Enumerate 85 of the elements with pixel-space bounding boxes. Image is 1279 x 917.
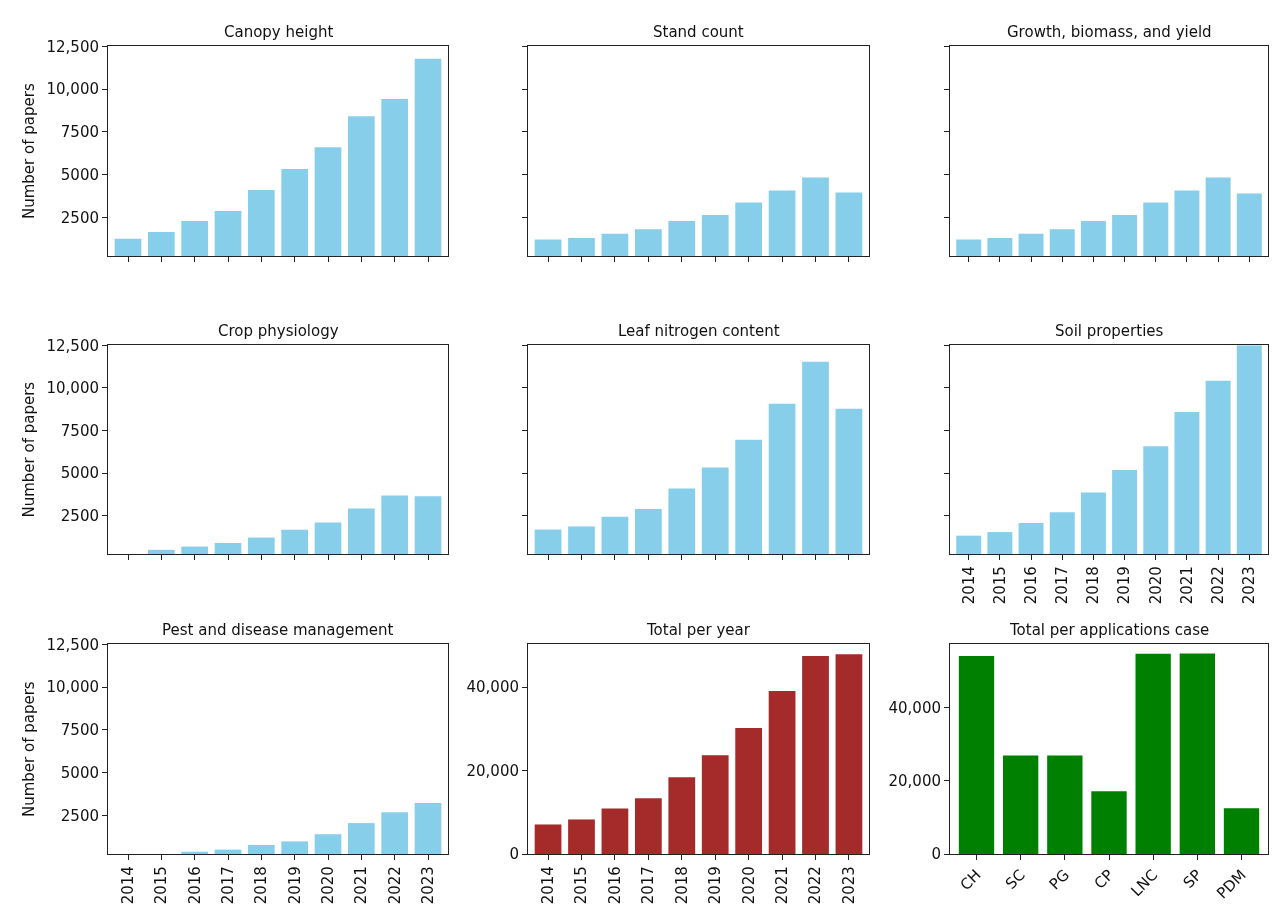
x-tick-label: 2014 bbox=[959, 566, 978, 605]
bar bbox=[601, 808, 629, 855]
y-tick-label: 10,000 bbox=[46, 678, 99, 697]
bar bbox=[534, 824, 562, 855]
x-tick-label: 2018 bbox=[672, 866, 691, 905]
x-tick-label: 2020 bbox=[739, 866, 758, 905]
x-tick-label: 2015 bbox=[152, 866, 171, 905]
x-tick-label: 2023 bbox=[1240, 566, 1259, 605]
x-tick-label: 2016 bbox=[1021, 566, 1040, 605]
y-tick-label: 10,000 bbox=[46, 80, 99, 99]
chart-title: Growth, biomass, and yield bbox=[1007, 23, 1212, 41]
y-tick-label: 12,500 bbox=[46, 336, 99, 355]
y-tick-label: 5000 bbox=[60, 763, 99, 782]
x-tick-label: 2022 bbox=[806, 866, 825, 905]
y-tick-label: 2500 bbox=[60, 208, 99, 227]
x-tick-label: 2017 bbox=[1053, 566, 1072, 605]
y-tick-label: 2500 bbox=[60, 506, 99, 525]
bar bbox=[1047, 755, 1083, 855]
x-tick-label: 2019 bbox=[706, 866, 725, 905]
bar bbox=[1091, 791, 1127, 855]
y-tick-label: 20,000 bbox=[466, 761, 519, 780]
x-tick-label: CP bbox=[1090, 865, 1118, 893]
y-tick-label: 40,000 bbox=[466, 678, 519, 697]
bar bbox=[835, 654, 863, 855]
x-tick-label: 2014 bbox=[538, 866, 557, 905]
x-tick-label: SC bbox=[1001, 865, 1029, 893]
x-tick-label: 2021 bbox=[1177, 566, 1196, 605]
x-tick-label: 2014 bbox=[118, 866, 137, 905]
bar bbox=[735, 728, 763, 855]
x-tick-label: SP bbox=[1179, 865, 1206, 892]
bar bbox=[802, 655, 829, 855]
x-tick-label: 2020 bbox=[318, 866, 337, 905]
y-tick-label: 7500 bbox=[60, 123, 99, 142]
bar bbox=[1135, 653, 1171, 855]
x-tick-label: 2017 bbox=[218, 866, 237, 905]
x-tick-label: 2021 bbox=[352, 866, 371, 905]
bar bbox=[701, 755, 729, 855]
x-tick-label: 2016 bbox=[605, 866, 624, 905]
chart-title: Canopy height bbox=[224, 23, 334, 41]
y-tick-label: 12,500 bbox=[46, 635, 99, 654]
y-tick-label: 5000 bbox=[60, 165, 99, 184]
y-tick-label: 40,000 bbox=[888, 698, 941, 717]
x-tick-label: CH bbox=[956, 865, 985, 895]
chart-title: Total per applications case bbox=[1009, 621, 1210, 639]
x-tick-label: 2022 bbox=[385, 866, 404, 905]
chart-title: Total per year bbox=[646, 621, 751, 639]
bar bbox=[668, 777, 696, 855]
chart-title: Stand count bbox=[653, 23, 744, 41]
y-tick-label: 0 bbox=[931, 845, 941, 864]
x-tick-label: 2021 bbox=[772, 866, 791, 905]
chart-title: Crop physiology bbox=[218, 322, 339, 340]
y-tick-label: 5000 bbox=[60, 464, 99, 483]
x-tick-label: 2018 bbox=[1084, 566, 1103, 605]
x-tick-label: 2016 bbox=[185, 866, 204, 905]
bar bbox=[1179, 653, 1215, 855]
y-tick-label: 7500 bbox=[60, 421, 99, 440]
chart-title: Pest and disease management bbox=[162, 621, 394, 639]
y-axis-title: Number of papers bbox=[19, 681, 38, 818]
y-tick-label: 7500 bbox=[60, 721, 99, 740]
x-tick-label: 2022 bbox=[1208, 566, 1227, 605]
chart-title: Soil properties bbox=[1055, 322, 1164, 340]
y-tick-label: 20,000 bbox=[888, 771, 941, 790]
bar bbox=[634, 798, 662, 855]
x-tick-label: 2023 bbox=[418, 866, 437, 905]
y-tick-label: 2500 bbox=[60, 806, 99, 825]
y-tick-label: 0 bbox=[509, 845, 519, 864]
chart-title: Leaf nitrogen content bbox=[618, 322, 780, 340]
bar bbox=[1223, 808, 1260, 855]
y-axis-title: Number of papers bbox=[19, 381, 38, 518]
bar bbox=[1003, 755, 1039, 855]
x-tick-label: 2017 bbox=[639, 866, 658, 905]
y-tick-label: 10,000 bbox=[46, 379, 99, 398]
y-tick-label: 12,500 bbox=[46, 37, 99, 56]
bar bbox=[958, 656, 995, 855]
bar bbox=[768, 690, 796, 855]
x-tick-label: 2020 bbox=[1146, 566, 1165, 605]
x-tick-label: 2019 bbox=[1115, 566, 1134, 605]
x-tick-label: 2023 bbox=[839, 866, 858, 905]
x-tick-label: 2019 bbox=[285, 866, 304, 905]
x-tick-label: PG bbox=[1045, 865, 1073, 894]
bar bbox=[568, 819, 595, 855]
y-axis-title: Number of papers bbox=[19, 83, 38, 220]
x-tick-label: 2015 bbox=[572, 866, 591, 905]
x-tick-label: 2018 bbox=[252, 866, 271, 905]
x-tick-label: 2015 bbox=[990, 566, 1009, 605]
